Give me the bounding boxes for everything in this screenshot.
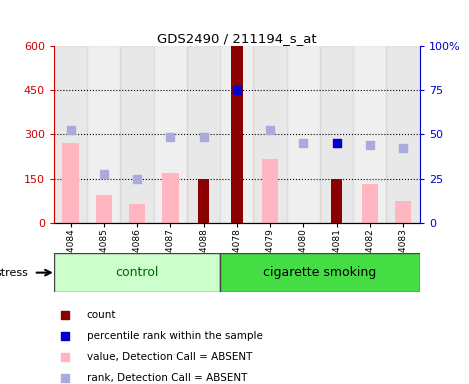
Bar bbox=[287, 46, 320, 223]
Text: control: control bbox=[115, 266, 159, 279]
Text: cigarette smoking: cigarette smoking bbox=[264, 266, 377, 279]
Bar bbox=[187, 46, 220, 223]
Point bbox=[233, 87, 241, 93]
Bar bbox=[87, 46, 121, 223]
Point bbox=[61, 375, 68, 381]
Bar bbox=[262, 159, 279, 223]
Bar bbox=[231, 46, 242, 223]
Title: GDS2490 / 211194_s_at: GDS2490 / 211194_s_at bbox=[157, 32, 317, 45]
Point bbox=[133, 175, 141, 182]
Bar bbox=[395, 200, 411, 223]
Point bbox=[300, 140, 307, 146]
Bar bbox=[220, 46, 253, 223]
Bar bbox=[54, 253, 220, 292]
Point bbox=[61, 333, 68, 339]
Bar bbox=[62, 143, 79, 223]
Point bbox=[166, 134, 174, 141]
Bar bbox=[331, 179, 342, 223]
Bar bbox=[386, 46, 420, 223]
Text: value, Detection Call = ABSENT: value, Detection Call = ABSENT bbox=[87, 352, 252, 362]
Bar bbox=[121, 46, 154, 223]
Point bbox=[333, 140, 340, 146]
Bar bbox=[198, 179, 209, 223]
Point bbox=[61, 312, 68, 318]
Bar bbox=[54, 46, 87, 223]
Bar bbox=[162, 173, 179, 223]
Bar bbox=[129, 204, 145, 223]
Point bbox=[366, 142, 374, 148]
Bar bbox=[362, 184, 378, 223]
Bar bbox=[320, 46, 353, 223]
Text: percentile rank within the sample: percentile rank within the sample bbox=[87, 331, 263, 341]
Point bbox=[400, 144, 407, 151]
Text: count: count bbox=[87, 310, 116, 320]
Bar bbox=[96, 195, 112, 223]
Point bbox=[266, 127, 274, 133]
Bar bbox=[353, 46, 386, 223]
Point bbox=[200, 134, 207, 141]
Bar bbox=[220, 253, 420, 292]
Point bbox=[61, 354, 68, 360]
Point bbox=[67, 127, 74, 133]
Bar bbox=[253, 46, 287, 223]
Text: stress: stress bbox=[0, 268, 28, 278]
Point bbox=[100, 171, 107, 177]
Bar bbox=[154, 46, 187, 223]
Text: rank, Detection Call = ABSENT: rank, Detection Call = ABSENT bbox=[87, 373, 247, 383]
